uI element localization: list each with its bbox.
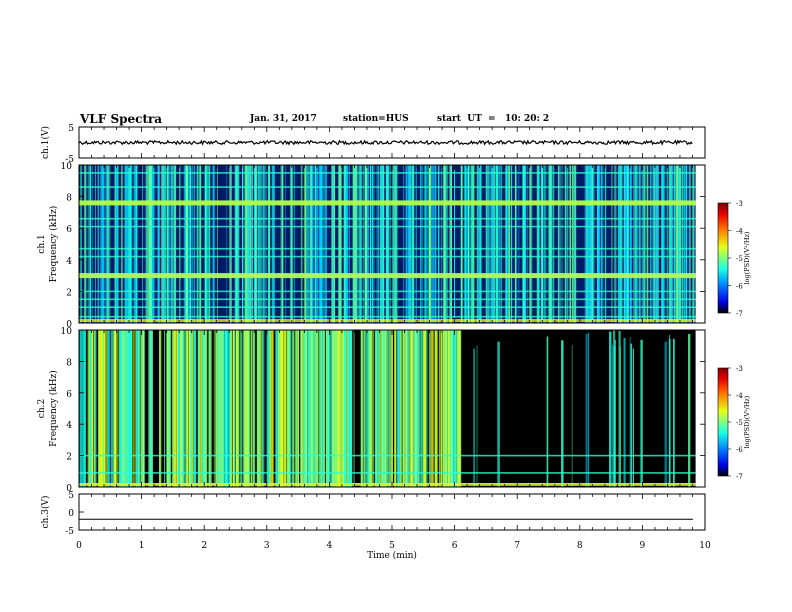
ch3-ylabel: ch.3(V) [40, 496, 51, 529]
spectro2-ytick-0: 0 [66, 484, 72, 494]
spectro1-ytick-8: 8 [66, 194, 72, 204]
station-label: station=HUS [343, 114, 409, 124]
spectro1-ylabel-channel: ch.1 [37, 234, 47, 253]
spectro1-ytick-6: 6 [66, 225, 72, 235]
xtick-2: 2 [201, 541, 207, 551]
spectro2-ytick-10: 10 [61, 327, 73, 337]
ch1-ylabel: ch.1(V) [40, 126, 51, 159]
ch3-ytick-5: 5 [68, 491, 74, 501]
xtick-6: 6 [452, 541, 458, 551]
colorbar1-tick-neg4: -4 [736, 228, 743, 236]
spectro1-ytick-2: 2 [66, 288, 72, 298]
figure-title: VLF Spectra [80, 112, 163, 126]
spectro2-ytick-8: 8 [66, 358, 72, 368]
xtick-3: 3 [264, 541, 270, 551]
spectro2-ylabel-frequency: Frequency (kHz) [48, 370, 59, 447]
ch1-ytick-neg5: -5 [65, 155, 74, 165]
spectro1-ytick-4: 4 [66, 257, 72, 267]
spectro1-ytick-0: 0 [66, 320, 72, 330]
colorbar1-tick-neg3: -3 [736, 200, 743, 208]
ch3-ytick-0: 0 [68, 509, 74, 519]
spectro1-ytick-10: 10 [61, 162, 73, 172]
xtick-10: 10 [699, 541, 711, 551]
ch3-waveform-frame [78, 493, 706, 531]
xtick-1: 1 [139, 541, 145, 551]
colorbar1-tick-neg6: -6 [736, 283, 743, 291]
x-axis-label: Time (min) [367, 550, 417, 561]
start-time-label: start UT = 10: 20: 2 [437, 114, 550, 124]
xtick-5: 5 [389, 541, 395, 551]
colorbar2-tick-neg4: -4 [736, 392, 743, 400]
ch1-waveform-trace [78, 139, 693, 146]
colorbar2-tick-neg6: -6 [736, 446, 743, 454]
spectro2-ylabel-channel: ch.2 [37, 399, 47, 418]
spectro2-ytick-6: 6 [66, 390, 72, 400]
ch1-ytick-5: 5 [68, 124, 74, 134]
spectro1-ylabel-frequency: Frequency (kHz) [48, 206, 59, 283]
ch2-spectrogram-image [79, 330, 696, 487]
spectro2-ytick-4: 4 [66, 421, 72, 431]
colorbar2-tick-neg5: -5 [736, 419, 743, 427]
date-label: Jan. 31, 2017 [250, 114, 317, 124]
colorbar1-tick-neg7: -7 [736, 310, 743, 318]
ch3-ytick-neg5: -5 [65, 527, 74, 537]
colorbar2-tick-neg7: -7 [736, 473, 743, 481]
colorbar1-label: log(PSD)(V²/Hz) [743, 231, 751, 284]
colorbar-1 [717, 202, 729, 314]
xtick-7: 7 [514, 541, 520, 551]
spectro2-ytick-2: 2 [66, 453, 72, 463]
colorbar2-tick-neg3: -3 [736, 365, 743, 373]
colorbar1-tick-neg5: -5 [736, 255, 743, 263]
ch1-spectrogram-image [79, 165, 696, 323]
xtick-9: 9 [640, 541, 646, 551]
xtick-0: 0 [76, 541, 82, 551]
colorbar-2 [717, 367, 729, 477]
xtick-8: 8 [577, 541, 583, 551]
colorbar2-label: log(PSD)(V²/Hz) [743, 395, 751, 448]
xtick-4: 4 [327, 541, 333, 551]
